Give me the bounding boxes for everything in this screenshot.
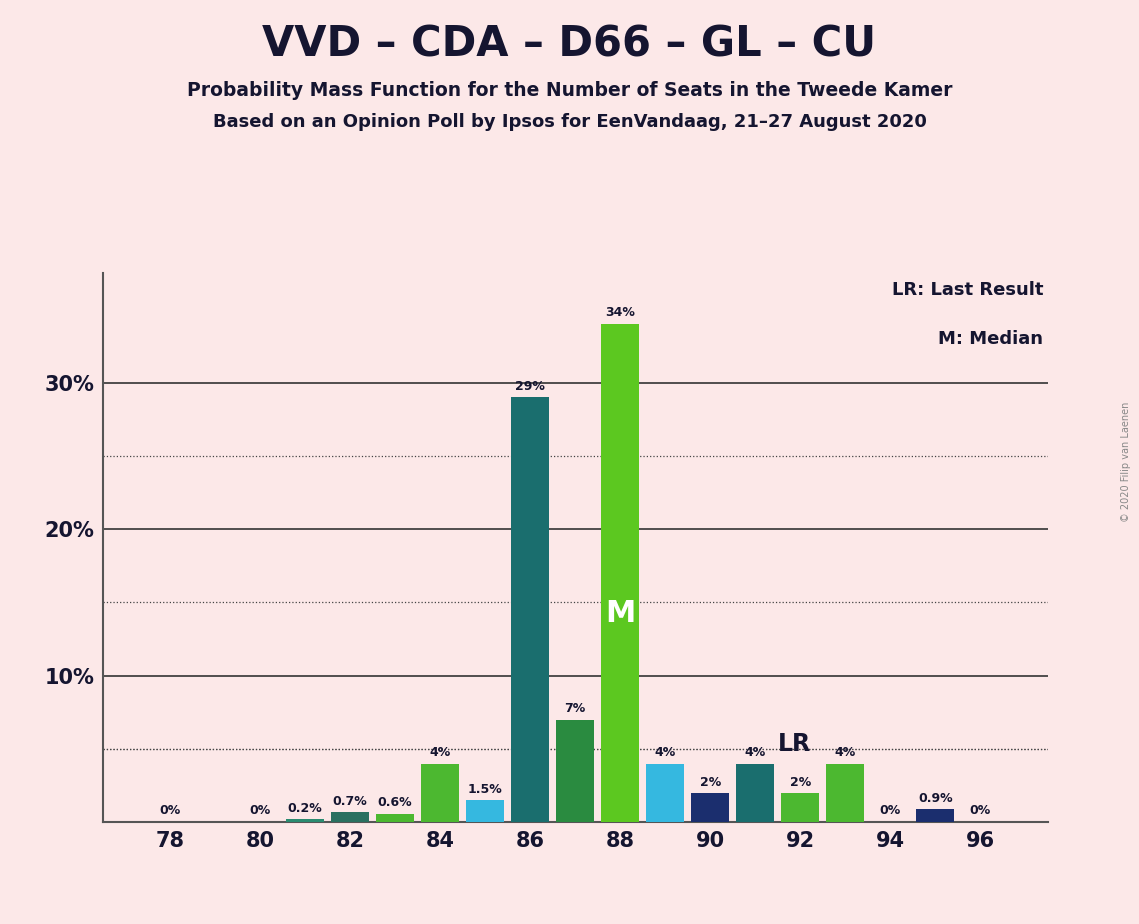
Bar — [466, 800, 505, 822]
Bar — [601, 324, 639, 822]
Text: 4%: 4% — [745, 747, 765, 760]
Bar — [646, 764, 685, 822]
Bar — [691, 793, 729, 822]
Text: Based on an Opinion Poll by Ipsos for EenVandaag, 21–27 August 2020: Based on an Opinion Poll by Ipsos for Ee… — [213, 113, 926, 130]
Text: 0.2%: 0.2% — [288, 802, 322, 815]
Bar — [736, 764, 775, 822]
Bar — [556, 720, 595, 822]
Text: 0.9%: 0.9% — [918, 792, 952, 805]
Bar — [511, 397, 549, 822]
Text: VVD – CDA – D66 – GL – CU: VVD – CDA – D66 – GL – CU — [262, 23, 877, 65]
Text: 1.5%: 1.5% — [468, 783, 502, 796]
Text: LR: Last Result: LR: Last Result — [892, 281, 1043, 298]
Text: M: M — [605, 599, 636, 627]
Text: Probability Mass Function for the Number of Seats in the Tweede Kamer: Probability Mass Function for the Number… — [187, 81, 952, 101]
Text: 0%: 0% — [159, 804, 181, 817]
Text: 0%: 0% — [249, 804, 271, 817]
Text: 4%: 4% — [429, 747, 451, 760]
Bar — [916, 809, 954, 822]
Text: © 2020 Filip van Laenen: © 2020 Filip van Laenen — [1121, 402, 1131, 522]
Text: 7%: 7% — [565, 702, 585, 715]
Bar — [331, 812, 369, 822]
Bar — [781, 793, 819, 822]
Text: 0.7%: 0.7% — [333, 795, 368, 808]
Text: LR: LR — [778, 733, 811, 757]
Text: 0%: 0% — [969, 804, 991, 817]
Text: 2%: 2% — [789, 775, 811, 789]
Text: 2%: 2% — [699, 775, 721, 789]
Text: 0%: 0% — [879, 804, 901, 817]
Text: M: Median: M: Median — [939, 330, 1043, 348]
Bar — [286, 820, 325, 822]
Bar — [826, 764, 865, 822]
Text: 0.6%: 0.6% — [378, 796, 412, 809]
Bar — [421, 764, 459, 822]
Text: 4%: 4% — [835, 747, 855, 760]
Bar — [376, 813, 415, 822]
Text: 29%: 29% — [515, 380, 546, 393]
Text: 4%: 4% — [655, 747, 675, 760]
Text: 34%: 34% — [605, 307, 636, 320]
